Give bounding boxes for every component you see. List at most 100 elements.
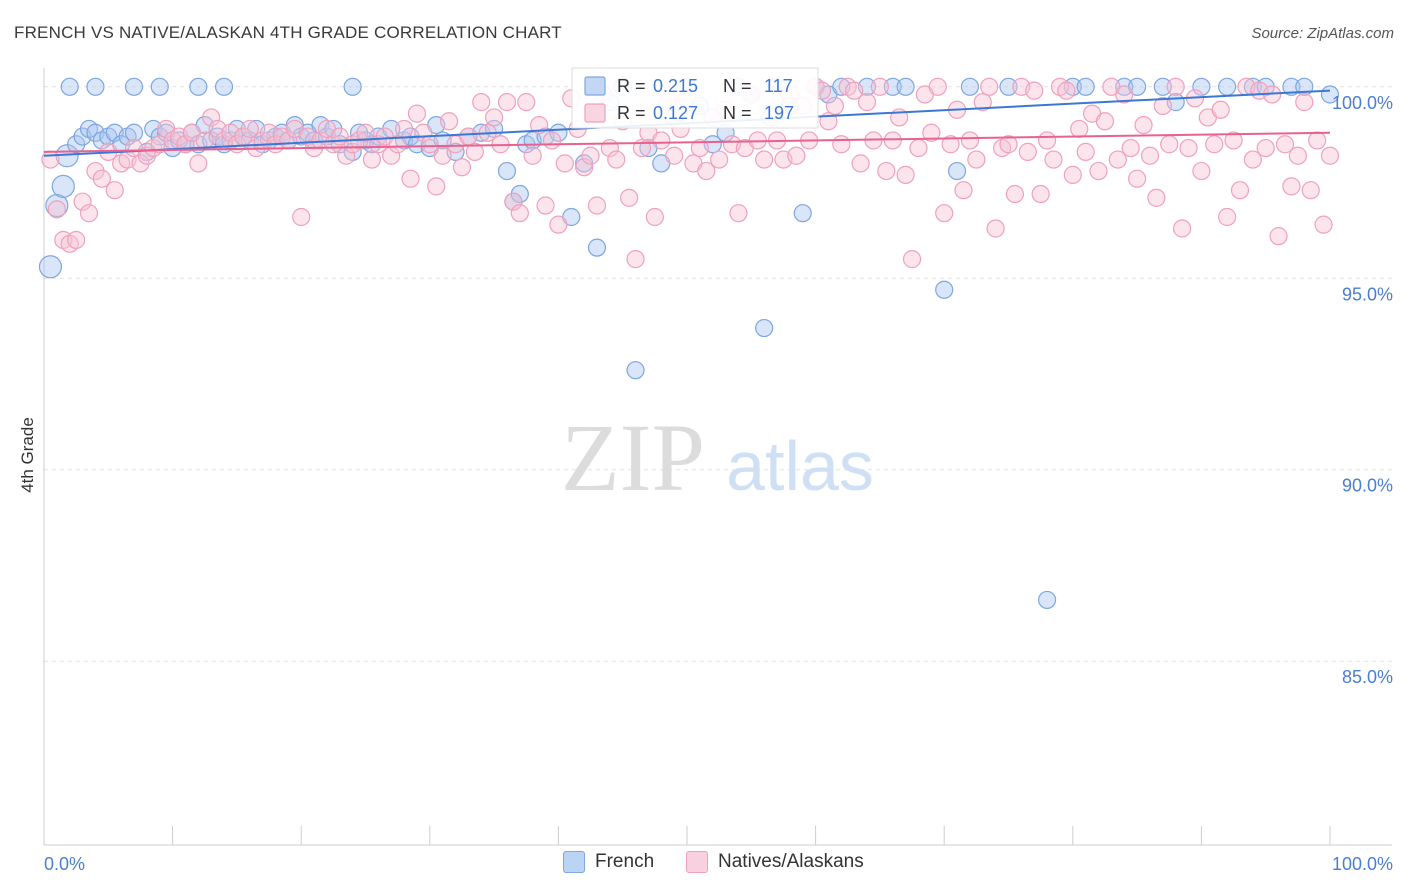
natives-point-152 xyxy=(1018,142,1037,162)
natives-point-85 xyxy=(587,196,607,215)
watermark: ZIP atlas xyxy=(561,404,874,511)
natives-point-134 xyxy=(902,250,922,269)
french-point-2 xyxy=(51,174,75,198)
french-point-108 xyxy=(1282,77,1301,96)
french-point-93 xyxy=(935,280,954,299)
natives-point-158 xyxy=(1057,81,1076,100)
natives-point-65 xyxy=(459,127,478,146)
natives-point-194 xyxy=(1288,146,1307,165)
natives-point-56 xyxy=(401,169,420,188)
natives-point-166 xyxy=(1108,150,1127,169)
natives-point-199 xyxy=(1320,146,1340,165)
natives-point-149 xyxy=(999,135,1018,154)
french-point-83 xyxy=(755,318,774,338)
natives-point-156 xyxy=(1044,150,1063,169)
natives-point-123 xyxy=(832,135,851,154)
natives-point-25 xyxy=(202,108,221,127)
french-point-105 xyxy=(1218,77,1237,96)
natives-point-101 xyxy=(690,138,709,158)
legend-label-french: French xyxy=(595,851,655,872)
natives-point-167 xyxy=(1115,85,1134,104)
stats-n-value-1: 197 xyxy=(764,103,794,123)
natives-point-6 xyxy=(79,204,99,223)
natives-point-195 xyxy=(1295,93,1314,112)
natives-point-50 xyxy=(362,150,382,169)
natives-point-146 xyxy=(980,77,999,96)
stats-n-label-0: N = xyxy=(723,76,752,96)
stats-swatch-1 xyxy=(584,103,606,123)
stats-n-label-1: N = xyxy=(723,103,752,123)
french-point-86 xyxy=(793,204,812,223)
natives-point-78 xyxy=(542,131,562,150)
stats-r-label-0: R = xyxy=(617,76,646,96)
natives-point-88 xyxy=(607,150,626,169)
y-tick-label-0: 100.0% xyxy=(1332,93,1393,113)
french-point-112 xyxy=(86,77,105,96)
natives-point-67 xyxy=(472,93,491,112)
natives-point-147 xyxy=(986,219,1005,238)
natives-point-83 xyxy=(575,158,594,177)
natives-point-8 xyxy=(92,169,111,188)
natives-point-55 xyxy=(394,119,414,139)
natives-point-104 xyxy=(710,150,729,169)
x-tick-label-1: 100.0% xyxy=(1332,854,1393,874)
natives-point-71 xyxy=(497,93,517,112)
natives-point-84 xyxy=(581,146,600,165)
natives-point-49 xyxy=(356,123,375,142)
natives-point-64 xyxy=(452,158,472,177)
natives-point-111 xyxy=(755,150,774,169)
natives-point-23 xyxy=(189,154,208,173)
natives-point-164 xyxy=(1095,112,1115,131)
natives-point-171 xyxy=(1140,146,1160,165)
natives-point-189 xyxy=(1256,138,1275,158)
natives-point-177 xyxy=(1179,138,1198,158)
y-tick-label-2: 90.0% xyxy=(1342,476,1393,496)
natives-point-73 xyxy=(510,204,529,223)
natives-trend-line xyxy=(43,131,1331,153)
natives-point-91 xyxy=(626,250,645,269)
natives-point-159 xyxy=(1063,165,1082,184)
natives-point-170 xyxy=(1134,115,1153,135)
natives-point-143 xyxy=(960,131,980,150)
legend-item-natives: Natives/Alaskans xyxy=(686,851,864,873)
natives-point-102 xyxy=(697,161,716,181)
french-point-104 xyxy=(1192,77,1211,96)
natives-point-144 xyxy=(967,150,986,169)
natives-point-10 xyxy=(105,181,124,200)
watermark-zip: ZIP xyxy=(561,404,705,511)
axes xyxy=(43,68,1392,846)
natives-point-192 xyxy=(1275,135,1295,154)
french-point-102 xyxy=(1153,77,1172,96)
natives-point-163 xyxy=(1089,161,1108,181)
natives-point-173 xyxy=(1153,96,1172,116)
natives-point-142 xyxy=(954,181,973,200)
french-point-111 xyxy=(60,77,79,96)
natives-point-169 xyxy=(1127,169,1147,188)
chart-title: FRENCH VS NATIVE/ALASKAN 4TH GRADE CORRE… xyxy=(14,23,562,42)
french-point-115 xyxy=(189,77,208,96)
french-point-73 xyxy=(626,361,645,380)
natives-point-126 xyxy=(851,154,870,173)
legend-swatch-natives xyxy=(686,851,708,873)
y-tick-label-3: 85.0% xyxy=(1342,667,1393,687)
natives-point-61 xyxy=(433,146,452,165)
natives-point-79 xyxy=(549,215,568,234)
natives-point-69 xyxy=(485,108,504,127)
natives-point-184 xyxy=(1224,131,1243,150)
natives-point-140 xyxy=(941,135,960,154)
natives-point-72 xyxy=(504,192,523,211)
legend-item-french: French xyxy=(563,851,654,873)
natives-point-137 xyxy=(922,123,941,142)
natives-point-66 xyxy=(465,142,484,162)
natives-point-57 xyxy=(407,104,427,123)
natives-point-193 xyxy=(1282,177,1301,196)
french-point-95 xyxy=(960,77,980,96)
natives-point-116 xyxy=(787,146,806,165)
gridlines xyxy=(44,86,1392,662)
natives-point-129 xyxy=(870,77,890,96)
natives-point-80 xyxy=(555,154,574,173)
natives-point-183 xyxy=(1218,207,1237,227)
natives-point-95 xyxy=(652,131,671,150)
natives-point-179 xyxy=(1192,161,1211,181)
